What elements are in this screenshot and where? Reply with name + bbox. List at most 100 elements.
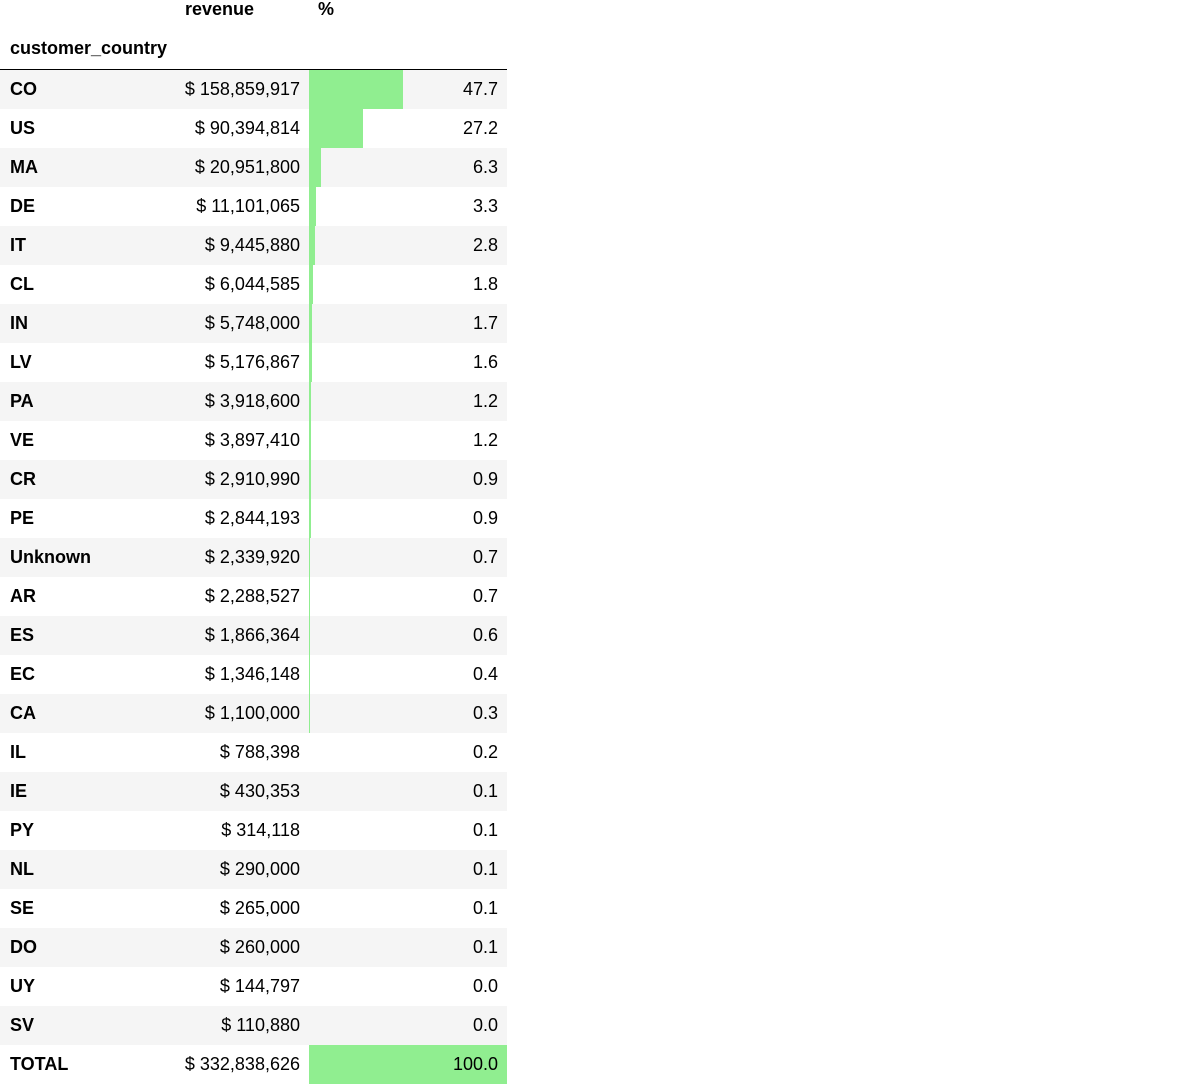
percent-cell: 0.7 [309, 538, 507, 577]
percent-value: 0.2 [472, 742, 498, 762]
country-cell: NL [10, 859, 34, 879]
country-cell: UY [10, 976, 36, 996]
revenue-cell: $ 430,353 [219, 781, 300, 801]
revenue-cell: $ 788,398 [219, 742, 300, 762]
percent-value: 0.7 [472, 547, 498, 567]
percent-bar [309, 499, 311, 538]
percent-value: 27.2 [462, 118, 498, 138]
total-row: TOTAL $ 332,838,626 100.0 [0, 1045, 507, 1084]
percent-value: 0.7 [472, 586, 498, 606]
percent-value: 1.7 [472, 313, 498, 333]
percent-cell: 0.1 [309, 811, 507, 850]
column-header-row: revenue % [0, 0, 507, 39]
percent-bar [309, 304, 312, 343]
percent-bar [309, 1045, 507, 1084]
table-row: SV $ 110,880 0.0 [0, 1006, 507, 1045]
revenue-cell: $ 3,897,410 [204, 430, 300, 450]
percent-cell: 0.1 [309, 928, 507, 967]
percent-bar [309, 460, 311, 499]
percent-value: 0.3 [472, 703, 498, 723]
percent-cell: 0.9 [309, 499, 507, 538]
revenue-cell: $ 2,339,920 [204, 547, 300, 567]
percent-value: 0.0 [472, 976, 498, 996]
percent-cell: 1.6 [309, 343, 507, 382]
table-row: NL $ 290,000 0.1 [0, 850, 507, 889]
percent-cell: 0.1 [309, 850, 507, 889]
table-row: PY $ 314,118 0.1 [0, 811, 507, 850]
percent-value: 1.8 [472, 274, 498, 294]
percent-bar [309, 343, 312, 382]
country-cell: SV [10, 1015, 35, 1035]
percent-value: 0.9 [472, 469, 498, 489]
percent-bar [309, 187, 316, 226]
percent-value: 0.9 [472, 508, 498, 528]
percent-value: 0.6 [472, 625, 498, 645]
percent-value: 0.4 [472, 664, 498, 684]
country-cell: DO [10, 937, 37, 957]
revenue-cell: $ 5,748,000 [204, 313, 300, 333]
percent-bar [309, 226, 315, 265]
country-cell: CR [10, 469, 36, 489]
revenue-cell: $ 2,288,527 [204, 586, 300, 606]
table-row: CA $ 1,100,000 0.3 [0, 694, 507, 733]
percent-bar [309, 616, 310, 655]
country-cell: ES [10, 625, 35, 645]
table-row: IN $ 5,748,000 1.7 [0, 304, 507, 343]
revenue-cell: $ 1,100,000 [204, 703, 300, 723]
percent-bar [309, 655, 310, 694]
revenue-cell: $ 1,346,148 [204, 664, 300, 684]
percent-value: 0.0 [472, 1015, 498, 1035]
country-cell: SE [10, 898, 35, 918]
revenue-cell: $ 260,000 [219, 937, 300, 957]
country-cell: US [10, 118, 36, 138]
revenue-cell: $ 3,918,600 [204, 391, 300, 411]
percent-cell: 6.3 [309, 148, 507, 187]
country-cell: MA [10, 157, 38, 177]
table-row: US $ 90,394,814 27.2 [0, 109, 507, 148]
country-cell: DE [10, 196, 36, 216]
revenue-cell: $ 20,951,800 [194, 157, 300, 177]
percent-value: 100.0 [452, 1054, 498, 1074]
percent-value: 3.3 [472, 196, 498, 216]
percent-cell: 0.7 [309, 577, 507, 616]
percent-bar [309, 694, 310, 733]
table-row: DE $ 11,101,065 3.3 [0, 187, 507, 226]
revenue-cell: $ 314,118 [221, 820, 300, 840]
revenue-cell: $ 6,044,585 [204, 274, 300, 294]
percent-bar [309, 148, 321, 187]
percent-bar [309, 70, 403, 109]
index-name-header: customer_country [10, 38, 168, 58]
percent-cell: 0.0 [309, 1006, 507, 1045]
percent-value: 0.1 [472, 781, 498, 801]
table-row: ES $ 1,866,364 0.6 [0, 616, 507, 655]
country-cell: IE [10, 781, 28, 801]
country-cell: IL [10, 742, 26, 762]
percent-cell: 0.1 [309, 772, 507, 811]
revenue-column-header: revenue [185, 0, 255, 19]
percent-bar [309, 109, 363, 148]
table-row: CO $ 158,859,917 47.7 [0, 70, 507, 109]
revenue-cell: $ 144,797 [219, 976, 300, 996]
table-row: PE $ 2,844,193 0.9 [0, 499, 507, 538]
percent-cell: 0.2 [309, 733, 507, 772]
percent-value: 0.1 [472, 820, 498, 840]
percent-cell: 47.7 [309, 70, 507, 109]
country-cell: Unknown [10, 547, 91, 567]
revenue-cell: $ 158,859,917 [184, 79, 300, 99]
table-row: DO $ 260,000 0.1 [0, 928, 507, 967]
revenue-cell: $ 2,844,193 [204, 508, 300, 528]
table-row: CL $ 6,044,585 1.8 [0, 265, 507, 304]
revenue-cell: $ 1,866,364 [204, 625, 300, 645]
revenue-by-country-table: revenue % customer_country CO $ 158,859,9… [0, 0, 507, 1084]
percent-value: 47.7 [462, 79, 498, 99]
table-row: UY $ 144,797 0.0 [0, 967, 507, 1006]
percent-column-header: % [318, 0, 335, 19]
country-cell: PE [10, 508, 35, 528]
percent-cell: 2.8 [309, 226, 507, 265]
percent-value: 0.1 [472, 937, 498, 957]
percent-cell: 1.2 [309, 421, 507, 460]
index-header-row: customer_country [0, 39, 507, 70]
percent-cell: 100.0 [309, 1045, 507, 1084]
country-cell: PY [10, 820, 35, 840]
table-row: SE $ 265,000 0.1 [0, 889, 507, 928]
